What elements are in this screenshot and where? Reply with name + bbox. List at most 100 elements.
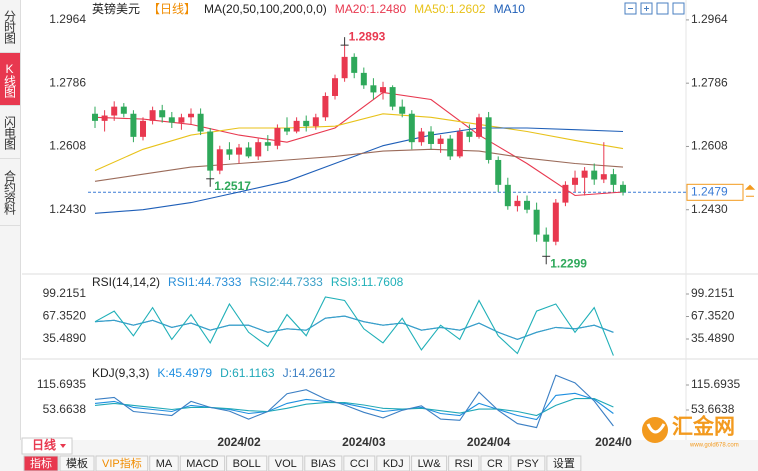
- toolbar-item[interactable]: BIAS: [304, 455, 343, 471]
- toolbar-item[interactable]: MACD: [179, 455, 226, 471]
- period-tab[interactable]: [21, 437, 73, 455]
- candle-body: [495, 159, 502, 185]
- candle-body: [447, 138, 454, 157]
- toolbar-label[interactable]: 模板: [66, 456, 88, 470]
- candle-body: [370, 85, 377, 93]
- candle-body: [322, 95, 329, 118]
- series-line: [94, 315, 614, 340]
- dropdown-arrow: [60, 444, 66, 448]
- toolbar-bg: [95, 455, 149, 471]
- toolbar-bg: [510, 455, 546, 471]
- toolbar-bg: [59, 455, 95, 471]
- candle-body: [284, 127, 291, 132]
- toolbar-item[interactable]: CCI: [343, 455, 376, 471]
- y-tick-label-right: 1.2430: [691, 202, 728, 216]
- candle-body: [236, 147, 243, 155]
- candle-body: [360, 72, 367, 86]
- period-tab-label[interactable]: 日线: [32, 437, 56, 452]
- candle-body: [524, 200, 531, 210]
- sidebar: 分时图 K线图 闪电图 合约资料: [0, 0, 21, 440]
- side-tab[interactable]: K线图: [0, 53, 20, 106]
- y-tick-label: 1.2608: [49, 139, 86, 153]
- candle-body: [399, 106, 406, 114]
- candle-body: [264, 142, 271, 146]
- x-tick-label: 2024/03: [342, 435, 386, 449]
- toolbar-label[interactable]: CR: [487, 458, 503, 470]
- candle-body: [476, 117, 483, 137]
- candle-body: [130, 113, 137, 137]
- toolbar-label[interactable]: RSI: [455, 458, 473, 470]
- logo-url: www.gold678.com: [689, 443, 739, 449]
- y-tick-label-right: 1.2786: [691, 75, 728, 89]
- toolbar-label[interactable]: 指标: [30, 456, 52, 470]
- toolbar-item[interactable]: LW&: [411, 455, 448, 471]
- candle-body: [159, 110, 166, 118]
- toolbar-bg: [411, 455, 448, 471]
- candle-body: [552, 202, 559, 242]
- toolbar-label[interactable]: 设置: [553, 457, 575, 470]
- candle-body: [332, 78, 339, 96]
- legend-entry: D:61.1163: [220, 366, 275, 380]
- toolbar-bg: [376, 455, 411, 471]
- toolbar-label[interactable]: PSY: [517, 458, 540, 470]
- candle-body: [514, 200, 521, 207]
- toolbar-item[interactable]: VIP指标: [95, 455, 149, 471]
- candle-body: [188, 113, 195, 118]
- toolbar-item[interactable]: PSY: [510, 455, 546, 471]
- annotation: 1.2893: [349, 29, 386, 43]
- candle-body: [303, 120, 310, 127]
- candle-body: [351, 56, 358, 73]
- candle-body: [581, 170, 588, 178]
- toolbar-label[interactable]: MA: [156, 458, 173, 470]
- legend-entry: MA10: [494, 2, 526, 16]
- series-line: [94, 113, 624, 172]
- toolbar-item[interactable]: 模板: [59, 455, 95, 471]
- toolbar-label[interactable]: LW&: [418, 458, 442, 470]
- last-price-arrow: [744, 184, 756, 197]
- candle-body: [245, 147, 252, 157]
- side-tab[interactable]: 闪电图: [0, 106, 20, 159]
- x-tick-label: 2024/02: [217, 435, 261, 449]
- toolbar-item[interactable]: 设置: [546, 455, 582, 471]
- tool-icons: [624, 2, 685, 15]
- toolbar-item[interactable]: MA: [149, 455, 179, 471]
- toolbar-bg: [343, 455, 376, 471]
- toolbar-bg: [23, 455, 59, 471]
- candle-body: [610, 174, 617, 185]
- candle-body: [562, 184, 569, 203]
- toolbar-item[interactable]: KDJ: [376, 455, 411, 471]
- legend-entry: MA20:1.2480: [335, 2, 407, 16]
- legend-entry: RSI2:44.7333: [249, 275, 323, 289]
- toolbar-item[interactable]: CR: [480, 455, 510, 471]
- legend-entry: K:45.4979: [157, 366, 212, 380]
- toolbar-item[interactable]: BOLL: [226, 455, 268, 471]
- candle-body: [389, 87, 396, 107]
- last-price-box: [686, 183, 744, 201]
- y-tick-label-right: 1.2964: [691, 12, 728, 26]
- toolbar-label[interactable]: KDJ: [383, 458, 404, 470]
- toolbar-label[interactable]: BOLL: [233, 458, 261, 470]
- y-tick-label-right: 1.2608: [691, 139, 728, 153]
- candle-body: [111, 106, 118, 116]
- y-tick-label-right: 99.2151: [691, 286, 735, 300]
- candle-body: [533, 209, 540, 235]
- candle-body: [380, 87, 387, 93]
- toolbar-label[interactable]: CCI: [350, 458, 369, 470]
- toolbar-label[interactable]: VIP指标: [102, 456, 142, 470]
- side-tab[interactable]: 合约资料: [0, 159, 20, 226]
- candle-body: [197, 113, 204, 132]
- toolbar-label[interactable]: VOL: [275, 458, 297, 470]
- y-tick-label: 1.2430: [49, 202, 86, 216]
- toolbar-item[interactable]: VOL: [268, 455, 304, 471]
- toolbar-label[interactable]: BIAS: [311, 458, 336, 470]
- legend-entry: J:14.2612: [283, 366, 336, 380]
- toolbar-item[interactable]: 指标: [23, 455, 59, 471]
- candle-body: [466, 131, 473, 137]
- toolbar-label[interactable]: MACD: [186, 458, 218, 470]
- toolbar-item[interactable]: RSI: [448, 455, 480, 471]
- y-tick-label: 67.3520: [43, 309, 87, 323]
- y-tick-label: 1.2786: [49, 75, 86, 89]
- candle-body: [101, 115, 108, 121]
- side-tab[interactable]: 分时图: [0, 0, 20, 53]
- series-line: [94, 296, 614, 356]
